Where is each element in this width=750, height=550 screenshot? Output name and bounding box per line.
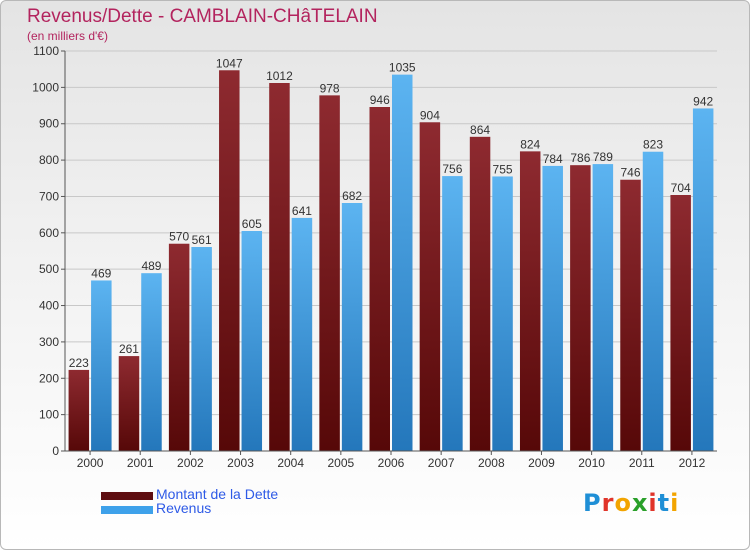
data-label: 1035 (389, 61, 416, 75)
data-label: 784 (543, 152, 563, 166)
x-tick-label: 2001 (127, 456, 154, 470)
bar-revenus (341, 203, 363, 451)
bar-dette (219, 70, 240, 451)
legend-label-dette: Montant de la Dette (156, 486, 279, 502)
data-label: 864 (470, 123, 490, 137)
data-label: 786 (570, 151, 590, 165)
x-tick-label: 2010 (578, 456, 605, 470)
x-axis: 2000 2001 2002 2003 2004 2005 2006 2007 2008 2009… (65, 450, 717, 470)
bar-dette (670, 195, 691, 451)
logo-letter: P (583, 489, 602, 517)
legend-swatch-revenus (101, 506, 153, 514)
data-label: 942 (693, 94, 713, 108)
bar-revenus (692, 108, 714, 452)
data-label: 469 (91, 266, 111, 280)
chart-title: Revenus/Dette - CAMBLAIN-CHâTELAIN (27, 6, 378, 27)
bar-revenus (392, 74, 413, 452)
data-label: 704 (671, 181, 691, 195)
y-axis: 0 100 200 300 400 500 600 700 800 900 1000 1100 (32, 44, 66, 458)
y-tick-label: 1100 (33, 44, 59, 58)
x-tick-label: 2012 (679, 456, 706, 470)
data-label: 746 (621, 166, 641, 180)
x-tick-label: 2009 (528, 456, 555, 470)
bar-dette (369, 107, 390, 451)
data-label: 755 (493, 162, 513, 176)
x-tick-label: 2007 (428, 456, 455, 470)
bar-revenus (542, 165, 563, 451)
y-tick-label: 900 (39, 117, 59, 131)
data-label: 641 (292, 204, 312, 218)
y-tick-label: 0 (52, 444, 59, 458)
bar-dette (620, 179, 641, 451)
bar-revenus (492, 176, 513, 452)
data-label: 1047 (216, 56, 243, 70)
y-tick-label: 1000 (32, 80, 59, 94)
bar-dette (269, 83, 290, 451)
data-label: 904 (420, 108, 440, 122)
bar-revenus (442, 176, 463, 451)
data-label: 756 (442, 162, 462, 176)
data-label: 682 (342, 189, 362, 203)
data-label: 978 (320, 81, 340, 95)
x-tick-label: 2004 (277, 456, 304, 470)
bar-dette (68, 369, 90, 451)
data-label: 1012 (266, 69, 293, 83)
y-tick-label: 500 (39, 262, 59, 276)
bar-revenus (91, 280, 112, 451)
y-tick-label: 100 (39, 408, 59, 422)
chart-subtitle: (en milliers d'€) (27, 29, 108, 43)
data-label: 489 (141, 259, 161, 273)
bar-dette (118, 356, 140, 451)
y-tick-label: 300 (39, 335, 59, 349)
bar-dette (168, 243, 190, 451)
bar-dette (419, 122, 441, 451)
legend-swatch-dette (101, 492, 153, 500)
bar-revenus (592, 164, 614, 451)
bar-dette (319, 95, 340, 451)
y-tick-label: 700 (39, 189, 59, 203)
data-label: 605 (242, 217, 262, 231)
x-tick-label: 2006 (378, 456, 405, 470)
bar-revenus (291, 217, 313, 451)
bar-revenus (191, 247, 212, 451)
bars (68, 70, 714, 452)
data-label: 561 (192, 233, 212, 247)
data-label: 789 (593, 150, 613, 164)
logo-letter: t (657, 489, 671, 517)
x-tick-label: 2011 (629, 456, 655, 470)
data-label: 223 (69, 356, 89, 370)
logo-letter: i (670, 489, 680, 517)
y-tick-label: 400 (39, 299, 59, 313)
x-tick-label: 2003 (227, 456, 254, 470)
bar-dette (469, 136, 491, 451)
bar-revenus (141, 273, 162, 451)
bar-dette (570, 165, 591, 451)
data-label: 261 (119, 342, 139, 356)
bar-revenus (241, 231, 263, 451)
legend-label-revenus: Revenus (156, 500, 212, 516)
x-tick-label: 2008 (478, 456, 505, 470)
data-labels: 223 469 261 489 570 561 1047 605 1012 641 978 682 94… (69, 56, 714, 370)
proxiti-logo: Proxiti (583, 489, 679, 517)
y-tick-label: 800 (39, 153, 59, 167)
data-label: 570 (169, 230, 189, 244)
logo-letter: o (614, 489, 632, 517)
logo-letter: r (601, 489, 615, 517)
bar-revenus (642, 151, 664, 451)
logo-letter: i (648, 489, 658, 517)
x-tick-label: 2000 (77, 456, 104, 470)
data-label: 823 (643, 138, 663, 152)
y-tick-label: 600 (39, 226, 59, 240)
y-tick-label: 200 (39, 371, 59, 385)
grid (65, 50, 717, 452)
data-label: 824 (520, 137, 540, 151)
bar-dette (519, 151, 541, 451)
data-label: 946 (370, 93, 390, 107)
logo-letter: x (631, 489, 649, 517)
x-tick-label: 2002 (177, 456, 204, 470)
x-tick-label: 2005 (327, 456, 354, 470)
